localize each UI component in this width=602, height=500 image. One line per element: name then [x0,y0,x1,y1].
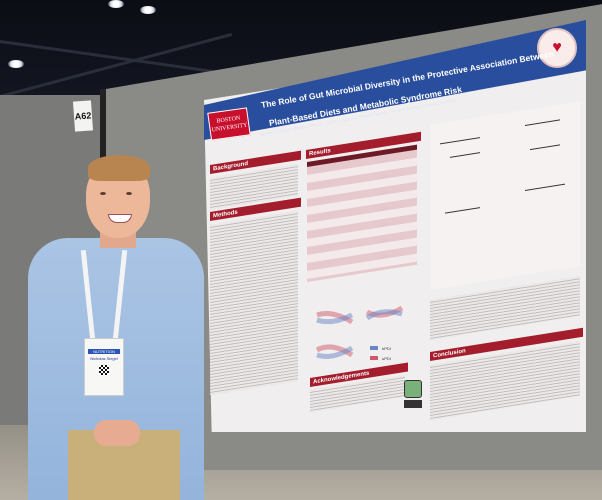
booth-number-sign: A62 [72,100,94,132]
plot-band-upd [316,311,354,325]
plot-band-hpd [365,309,403,321]
forest-plot-line [525,183,565,191]
forest-plot-line [450,152,480,158]
ceiling-light [108,0,124,8]
badge-qr-icon [99,365,109,375]
forest-plot-line [445,207,480,214]
presenter-hands [94,420,140,446]
presenter-hair [88,155,150,181]
trajectory-plots: hPDI uPDI [315,305,404,361]
legend-swatch-updi [370,356,378,360]
plot-band-upd [315,344,354,358]
legend-swatch-hpdi [370,346,378,350]
presenter-eye [126,192,132,195]
plot-band-upd [365,305,404,318]
forest-plot [430,101,580,290]
forest-plot-line [525,119,560,126]
creative-commons-icon [404,400,422,408]
badge-name: Nicholas Siegel [90,356,118,361]
badge-header: NUTRITION [88,349,120,354]
results-table [307,144,417,282]
forest-plot-line [530,144,560,151]
methods-text [210,211,298,395]
forest-plot-line [440,137,480,145]
presenter-eye [100,192,106,195]
boston-university-logo: BOSTON UNIVERSITY [207,107,251,141]
plot-band-hpd [316,345,354,359]
ceiling-light [140,6,156,14]
qr-code-icon [404,380,422,398]
name-badge: NUTRITION Nicholas Siegel [84,338,124,396]
ceiling-light [8,60,24,68]
plot-band-hpd [316,312,354,325]
legend-label-updi: uPDI [382,356,391,361]
conference-seal-icon: ♥ [537,28,577,68]
legend-label-hpdi: hPDI [382,346,391,351]
